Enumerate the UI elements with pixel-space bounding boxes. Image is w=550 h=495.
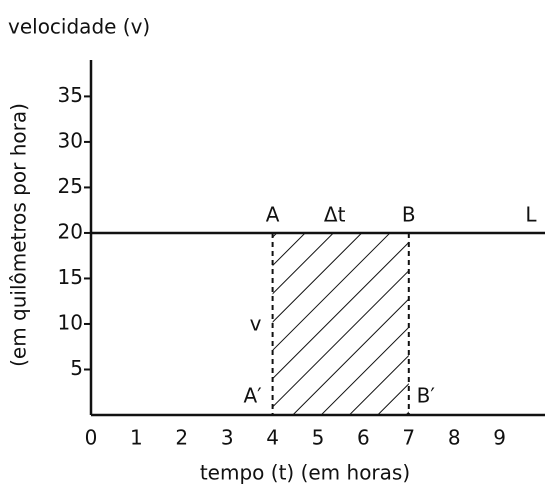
chart-title: velocidade (v)	[8, 15, 150, 39]
annotation: A	[266, 202, 280, 226]
x-tick-label: 3	[221, 426, 234, 450]
series-label: L	[525, 202, 537, 226]
y-tick-label: 5	[70, 356, 83, 380]
hatched-area	[272, 232, 409, 415]
y-tick-label: 15	[58, 265, 83, 289]
x-tick-label: 5	[312, 426, 325, 450]
annotation: B	[402, 202, 416, 226]
annotation: A′	[243, 384, 262, 408]
y-tick-label: 20	[58, 219, 83, 243]
x-tick-label: 9	[493, 426, 506, 450]
y-axis-label: (em quilômetros por hora)	[7, 103, 31, 367]
y-tick-label: 25	[58, 174, 83, 198]
y-tick-label: 30	[58, 128, 83, 152]
x-tick-label: 7	[402, 426, 415, 450]
annotation: v	[250, 312, 262, 336]
x-tick-label: 6	[357, 426, 370, 450]
x-tick-label: 8	[448, 426, 461, 450]
x-tick-label: 2	[175, 426, 188, 450]
y-tick-label: 10	[58, 310, 83, 334]
y-tick-label: 35	[58, 83, 83, 107]
x-tick-label: 1	[130, 426, 143, 450]
x-axis-label: tempo (t) (em horas)	[200, 461, 410, 485]
x-tick-label: 4	[266, 426, 279, 450]
x-tick-label: 0	[85, 426, 98, 450]
annotation: Δt	[324, 202, 346, 226]
annotation: B′	[417, 384, 436, 408]
